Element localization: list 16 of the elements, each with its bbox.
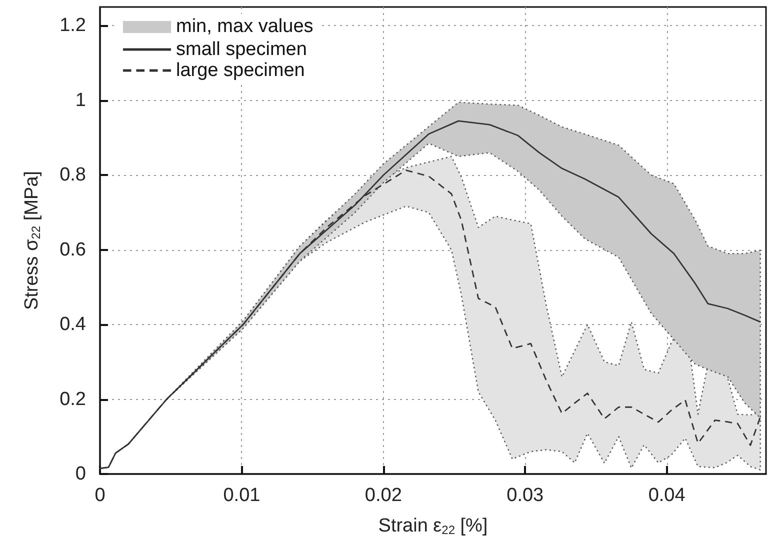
x-tick-label: 0.03 [506, 485, 544, 506]
y-tick-label: 1.2 [60, 15, 86, 36]
annotation: min, max values [176, 16, 314, 38]
y-tick-label: 0.2 [60, 388, 86, 410]
x-tick-label: 0.02 [364, 485, 402, 506]
legend-label: small specimen [176, 39, 307, 60]
x-tick-label: 0 [94, 485, 106, 506]
y-tick-label: 1 [75, 90, 86, 111]
x-tick-label: 0.01 [223, 485, 260, 506]
y-axis-title: Stress σ22 [MPa] [22, 170, 43, 310]
x-tick-label: 0.04 [648, 485, 686, 506]
legend-label: large specimen [176, 60, 305, 81]
y-tick-label: 0 [75, 464, 86, 484]
y-tick-label: 0.4 [60, 314, 86, 336]
y-tick-label: 0.6 [60, 239, 86, 260]
y-tick-label: 0.8 [60, 164, 86, 186]
